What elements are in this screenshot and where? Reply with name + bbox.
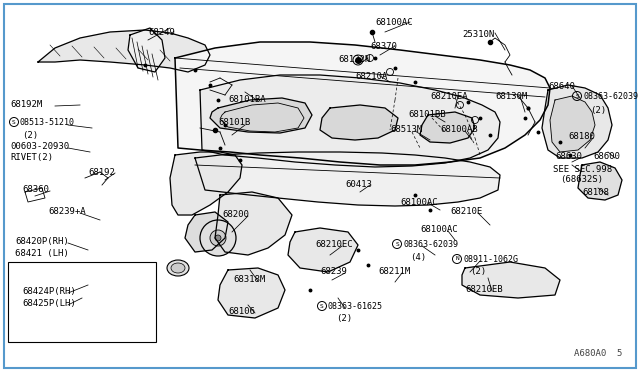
Polygon shape [288, 228, 358, 272]
Text: (2): (2) [590, 106, 606, 115]
Circle shape [200, 220, 236, 256]
Text: A680A0  5: A680A0 5 [573, 349, 622, 358]
Text: 68600: 68600 [593, 152, 620, 161]
Text: 08911-1062G: 08911-1062G [463, 255, 518, 264]
Polygon shape [320, 105, 398, 140]
Text: S: S [575, 93, 579, 99]
Polygon shape [218, 268, 285, 318]
Text: 68210EC: 68210EC [315, 240, 353, 249]
Text: 68210E: 68210E [450, 207, 483, 216]
Text: 68425P(LH): 68425P(LH) [22, 299, 76, 308]
Polygon shape [128, 28, 165, 72]
Polygon shape [175, 42, 550, 165]
Text: 68130M: 68130M [495, 92, 527, 101]
Polygon shape [170, 152, 242, 215]
Text: 08363-61625: 08363-61625 [328, 302, 383, 311]
Text: 68100AC: 68100AC [375, 18, 413, 27]
Circle shape [210, 230, 226, 246]
Polygon shape [578, 162, 622, 200]
Ellipse shape [167, 260, 189, 276]
Text: 68249: 68249 [148, 28, 175, 37]
Polygon shape [210, 98, 312, 133]
Text: S: S [320, 304, 324, 308]
Polygon shape [550, 96, 595, 152]
Bar [8, 262, 156, 342]
Text: 08363-62039: 08363-62039 [403, 240, 458, 249]
Text: 68210EA: 68210EA [430, 92, 468, 101]
Text: 68106: 68106 [228, 307, 255, 316]
Text: 08513-51210: 08513-51210 [20, 118, 75, 127]
Text: (2): (2) [336, 314, 352, 323]
Text: 68192: 68192 [88, 168, 115, 177]
Text: 68100AC: 68100AC [400, 198, 438, 207]
Text: 68421 (LH): 68421 (LH) [15, 249, 68, 258]
Text: N: N [455, 257, 459, 262]
Text: 68239: 68239 [320, 267, 347, 276]
Polygon shape [195, 152, 500, 206]
Text: 68239+A: 68239+A [48, 207, 86, 216]
Text: 68424P(RH): 68424P(RH) [22, 287, 76, 296]
Text: 00603-20930: 00603-20930 [10, 142, 69, 151]
Text: 68192M: 68192M [10, 100, 42, 109]
Text: 68200: 68200 [222, 210, 249, 219]
Text: 68101B: 68101B [218, 118, 250, 127]
Text: 68630: 68630 [555, 152, 582, 161]
Text: 68180: 68180 [568, 132, 595, 141]
Text: S: S [395, 241, 399, 247]
Circle shape [215, 235, 221, 241]
Text: (68632S): (68632S) [560, 175, 603, 184]
Text: 68211M: 68211M [378, 267, 410, 276]
Polygon shape [462, 262, 560, 298]
Text: 60413: 60413 [345, 180, 372, 189]
Text: 68513M: 68513M [390, 125, 422, 134]
Text: S: S [12, 119, 16, 125]
Text: 68108: 68108 [582, 188, 609, 197]
Polygon shape [420, 112, 475, 143]
Text: 25310N: 25310N [462, 30, 494, 39]
Text: 68420P(RH): 68420P(RH) [15, 237, 68, 246]
Polygon shape [185, 212, 228, 252]
Text: 68100AC: 68100AC [420, 225, 458, 234]
Text: RIVET(2): RIVET(2) [10, 153, 53, 162]
Text: 08363-62039: 08363-62039 [583, 92, 638, 101]
Ellipse shape [171, 263, 185, 273]
Text: 68318M: 68318M [233, 275, 265, 284]
Text: (4): (4) [410, 253, 426, 262]
Text: 68360: 68360 [22, 185, 49, 194]
Text: (2): (2) [22, 131, 38, 140]
Text: 68640: 68640 [548, 82, 575, 91]
Polygon shape [215, 192, 292, 255]
Text: 68101BB: 68101BB [408, 110, 445, 119]
Text: 68122N: 68122N [338, 55, 371, 64]
Text: 68370: 68370 [370, 42, 397, 51]
Text: (2): (2) [470, 267, 486, 276]
Text: 68100AB: 68100AB [440, 125, 477, 134]
Text: 68210A: 68210A [355, 72, 387, 81]
Polygon shape [200, 75, 500, 167]
Polygon shape [38, 30, 210, 72]
Text: 68101BA: 68101BA [228, 95, 266, 104]
Polygon shape [542, 85, 612, 158]
Text: 68210EB: 68210EB [465, 285, 502, 294]
Text: SEE SEC.998: SEE SEC.998 [553, 165, 612, 174]
